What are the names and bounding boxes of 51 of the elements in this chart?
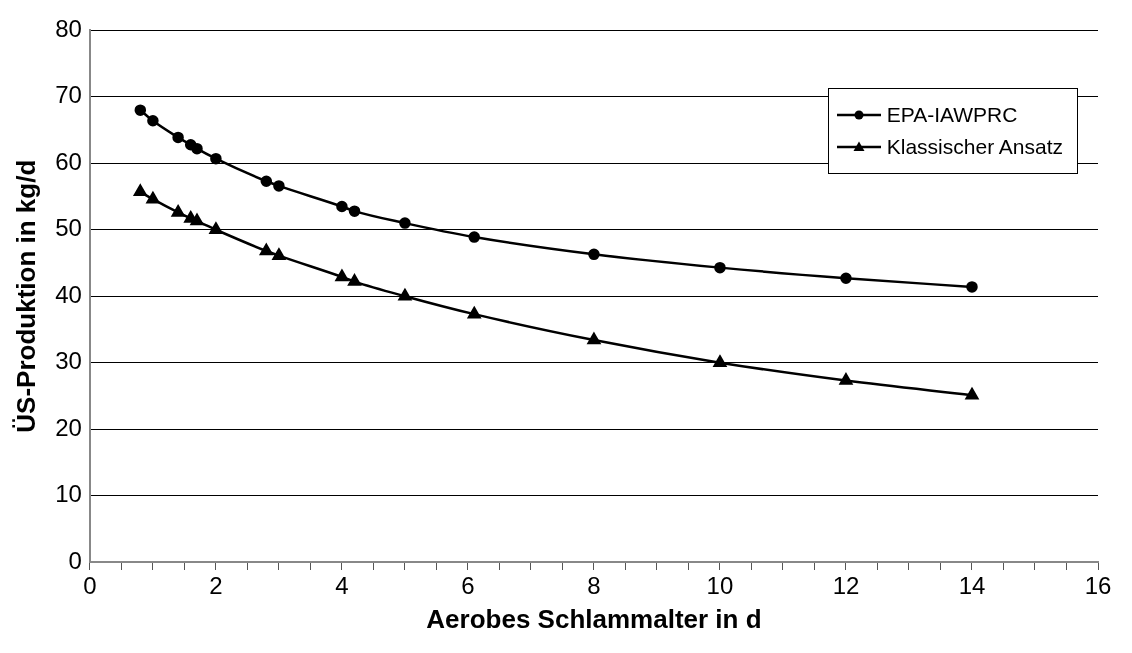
point — [587, 332, 601, 345]
legend-label: Klassischer Ansatz — [886, 135, 1063, 159]
point — [588, 248, 600, 261]
point — [840, 272, 852, 285]
x-axis-title: Aerobes Schlammalter in d — [426, 603, 762, 634]
point — [348, 274, 361, 286]
point — [468, 231, 480, 243]
x-tick-label: 12 — [832, 572, 860, 600]
x-tick-label: 8 — [587, 572, 601, 600]
point — [209, 222, 223, 234]
y-tick-label: 60 — [55, 147, 82, 175]
point — [348, 205, 361, 217]
point — [398, 288, 412, 301]
y-tick-label: 80 — [55, 15, 82, 43]
point — [335, 269, 349, 282]
point — [172, 131, 184, 144]
y-axis-title: ÜS-Produktion in kg/d — [10, 159, 41, 433]
point — [714, 261, 726, 274]
point — [336, 200, 348, 213]
y-tick-label: 30 — [55, 347, 82, 375]
point — [273, 180, 285, 192]
y-tick-label: 40 — [55, 280, 82, 308]
x-tick-label: 16 — [1084, 572, 1112, 600]
point — [965, 387, 979, 400]
point — [467, 306, 481, 319]
point — [272, 248, 286, 260]
x-tick-label: 2 — [209, 572, 223, 600]
point — [713, 355, 727, 367]
point — [210, 152, 222, 165]
y-tick-label: 0 — [68, 546, 82, 574]
y-tick-label: 50 — [55, 214, 82, 242]
x-tick-label: 10 — [706, 572, 734, 600]
y-tick-label: 10 — [55, 480, 82, 508]
y-tick-label: 20 — [55, 413, 82, 441]
point — [399, 217, 411, 229]
point — [134, 104, 147, 116]
point — [133, 184, 147, 197]
x-tick-label: 14 — [958, 572, 986, 600]
y-tick-label: 70 — [55, 81, 82, 109]
legend-label: EPA-IAWPRC — [886, 103, 1018, 127]
point — [839, 373, 853, 385]
point — [171, 205, 185, 217]
point — [191, 142, 203, 155]
point — [259, 243, 273, 256]
point — [146, 191, 160, 204]
point — [966, 281, 978, 293]
x-tick-label: 6 — [461, 572, 475, 600]
point — [190, 213, 204, 226]
x-tick-label: 4 — [335, 572, 349, 600]
point — [260, 175, 273, 187]
point — [147, 115, 159, 127]
